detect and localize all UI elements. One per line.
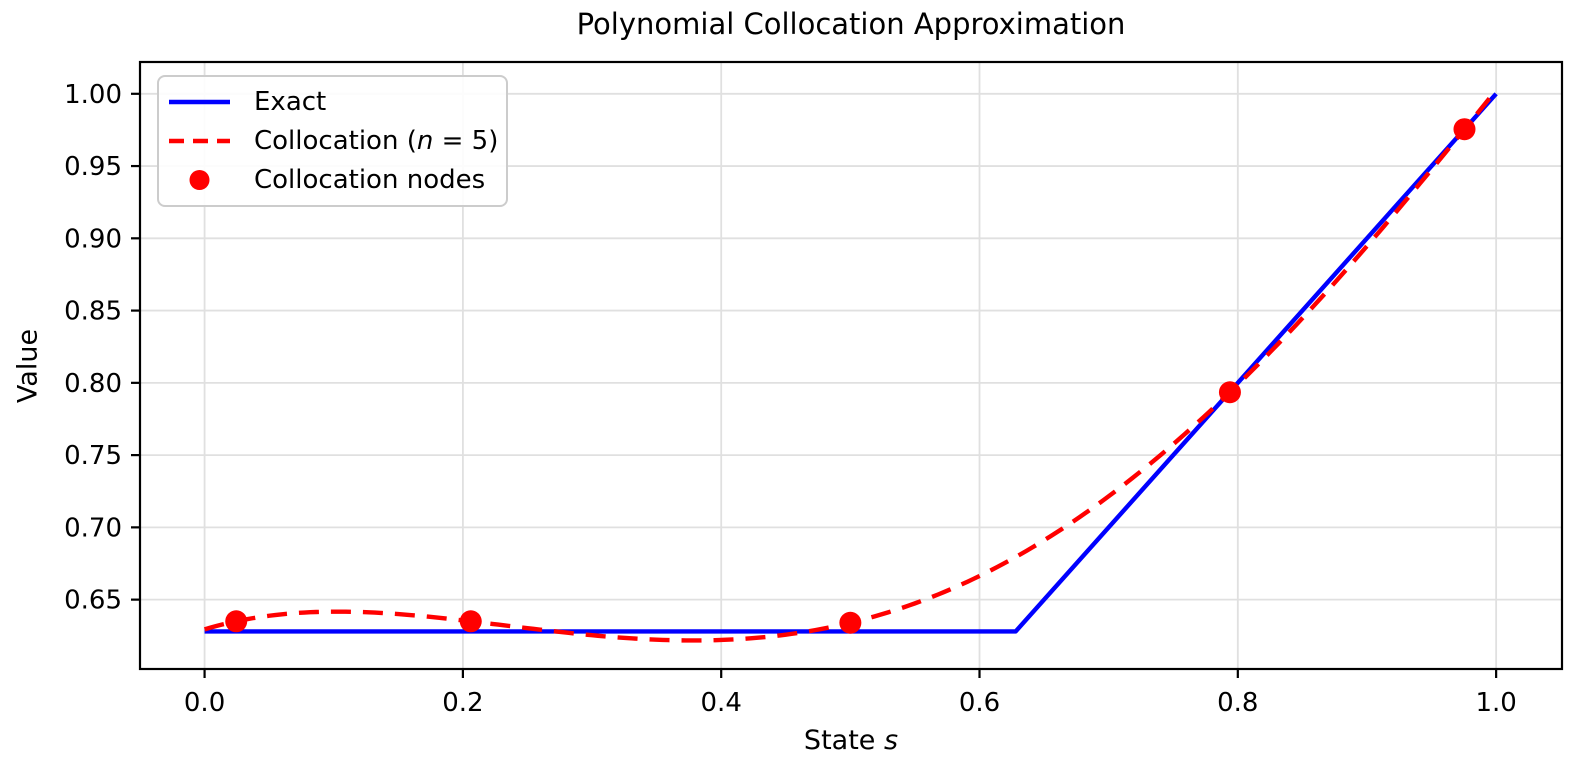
math-italic-text: s bbox=[883, 725, 899, 756]
x-tick-label: 1.0 bbox=[1475, 688, 1516, 718]
collocation-node-dot bbox=[225, 610, 248, 633]
x-tick-label: 0.6 bbox=[959, 688, 1000, 718]
y-tick-label: 0.85 bbox=[64, 297, 122, 327]
math-italic-text: n bbox=[416, 125, 434, 156]
y-tick-label: 0.90 bbox=[64, 224, 122, 254]
collocation-node-dot bbox=[459, 610, 482, 633]
legend-marker-dot bbox=[189, 170, 210, 191]
y-tick-label: 0.80 bbox=[64, 369, 122, 399]
x-tick-label: 0.0 bbox=[184, 688, 225, 718]
collocation-node-dot bbox=[839, 611, 862, 634]
legend-label: Collocation nodes bbox=[254, 165, 485, 195]
legend: Exact Collocation (n = 5) Collocation no… bbox=[157, 75, 508, 207]
legend-line-dashed-icon bbox=[169, 138, 230, 144]
collocation-node-dot bbox=[1453, 118, 1476, 141]
y-tick-label: 0.65 bbox=[64, 586, 122, 616]
legend-item-collocation: Collocation (n = 5) bbox=[169, 121, 506, 160]
plain-text: Collocation nodes bbox=[254, 165, 486, 196]
legend-label: Collocation (n = 5) bbox=[254, 126, 498, 156]
legend-marker-icon bbox=[189, 170, 210, 191]
x-tick-label: 0.2 bbox=[442, 688, 483, 718]
plain-text: = 5) bbox=[433, 125, 499, 156]
collocation-node-dot bbox=[1218, 381, 1241, 404]
chart-title: Polynomial Collocation Approximation bbox=[576, 7, 1126, 41]
plain-text: Exact bbox=[254, 86, 327, 117]
x-axis-label: State s bbox=[804, 725, 898, 756]
plain-text: State bbox=[803, 725, 884, 756]
legend-label: Exact bbox=[254, 87, 326, 117]
y-tick-label: 0.75 bbox=[64, 441, 122, 471]
x-tick-label: 0.8 bbox=[1217, 688, 1258, 718]
legend-item-nodes: Collocation nodes bbox=[169, 161, 506, 200]
y-tick-label: 1.00 bbox=[64, 80, 122, 110]
y-tick-label: 0.70 bbox=[64, 513, 122, 543]
legend-line-solid-icon bbox=[169, 99, 230, 104]
y-tick-label: 0.95 bbox=[64, 152, 122, 182]
collocation-nodes bbox=[225, 118, 1476, 634]
ticks: 0.0 0.2 0.4 0.6 0.8 1.0 0.65 0.70 0.75 0.80 0.85 0.… bbox=[64, 80, 1517, 718]
axes-frame bbox=[138, 60, 1564, 671]
plain-text: Collocation ( bbox=[254, 125, 417, 156]
y-axis-label: Value bbox=[12, 328, 44, 404]
x-tick-label: 0.4 bbox=[701, 688, 742, 718]
legend-item-exact: Exact bbox=[169, 82, 506, 121]
